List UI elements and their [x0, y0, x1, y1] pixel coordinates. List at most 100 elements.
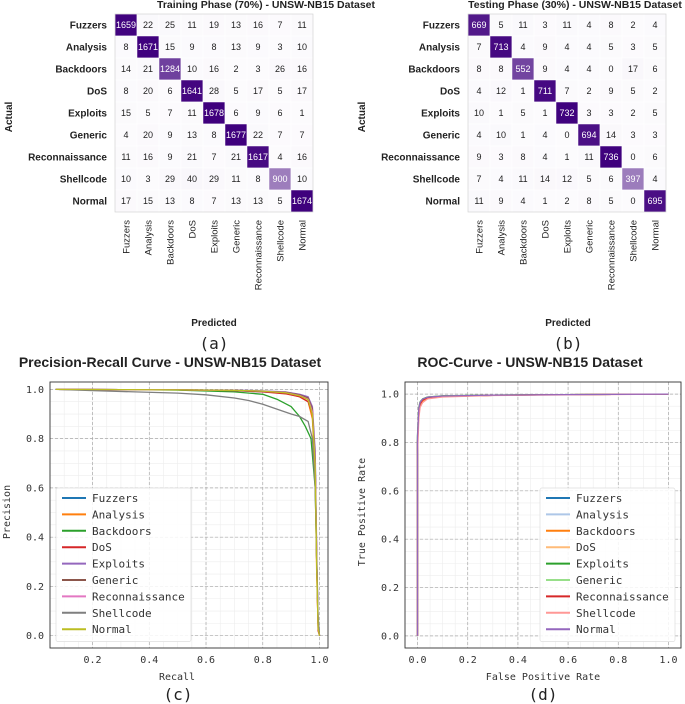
cm-cell-value: 3 [652, 130, 657, 140]
x-tick-label: 0.0 [409, 655, 427, 666]
cm-cell-value: 15 [165, 42, 175, 52]
cm-cell-value: 5 [608, 42, 613, 52]
cm-row-label: Analysis [419, 43, 461, 54]
cm-cell-value: 10 [297, 174, 307, 184]
cm-cell-value: 6 [277, 108, 282, 118]
cm-cell-value: 1 [564, 152, 569, 162]
cm-cell-value: 7 [564, 86, 569, 96]
cm-cell-value: 4 [476, 86, 481, 96]
legend-box [539, 487, 676, 642]
cm-cell-value: 4 [520, 42, 525, 52]
plot-frame [404, 381, 682, 649]
cm-cell-value: 5 [277, 196, 282, 206]
cm-cell-value: 16 [209, 64, 219, 74]
cm-cell-value: 11 [121, 152, 130, 162]
cm-col-label: Reconnaissance [254, 220, 265, 290]
y-tick-label: 1.0 [381, 390, 399, 401]
legend-label: Analysis [92, 508, 145, 521]
cm-cell-value: 1677 [226, 130, 246, 140]
cm-cell-value: 10 [121, 174, 131, 184]
cm-cell-value: 9 [608, 86, 613, 96]
cm-cell-value: 3 [542, 20, 547, 30]
cm-cell-value: 16 [143, 152, 153, 162]
cm-cell-value: 14 [540, 174, 550, 184]
cm-train-xlabel: Predicted [191, 318, 237, 329]
roc-chart: ROC-Curve - UNSW-NB15 Dataset True Posit… [357, 354, 682, 683]
cm-cell-value: 1 [520, 86, 525, 96]
cm-col-label: Backdoors [166, 220, 177, 265]
y-tick-label: 0.2 [26, 582, 44, 593]
cm-cell-value: 3 [608, 108, 613, 118]
cm-cell-value: 29 [165, 174, 175, 184]
cm-cell-value: 1 [520, 130, 525, 140]
cm-cell-value: 1 [542, 196, 547, 206]
cm-cell-value: 7 [167, 108, 172, 118]
cm-cell-value: 21 [187, 152, 197, 162]
cm-cell-value: 7 [211, 196, 216, 206]
roc-title: ROC-Curve - UNSW-NB15 Dataset [417, 354, 643, 370]
cm-cell-value: 6 [652, 64, 657, 74]
cm-cell-value: 5 [498, 20, 503, 30]
cm-row-label: Backdoors [408, 65, 460, 76]
cm-cell-value: 12 [496, 86, 506, 96]
cm-cell-value: 8 [189, 196, 194, 206]
cm-col-label: Reconnaissance [607, 220, 618, 290]
cm-cell-value: 552 [515, 64, 530, 74]
cm-row-label: Exploits [68, 109, 107, 120]
cm-cell-value: 7 [211, 152, 216, 162]
cm-cell-value: 5 [630, 86, 635, 96]
cm-cell-value: 15 [121, 108, 131, 118]
x-tick-label: 0.8 [609, 655, 627, 666]
cm-col-label: Normal [651, 220, 662, 251]
cm-cell-value: 8 [498, 64, 503, 74]
series-line [55, 388, 321, 636]
cm-cell-value: 1659 [116, 20, 136, 30]
cm-cell-value: 6 [608, 174, 613, 184]
cm-cell-value: 1678 [204, 108, 224, 118]
cm-cell-value: 3 [630, 130, 635, 140]
cm-cell-value: 5 [586, 174, 591, 184]
cm-cell-value: 21 [231, 152, 241, 162]
cm-col-label: Backdoors [519, 220, 530, 265]
cm-cell-value: 4 [277, 152, 282, 162]
pr-ylabel: Precision [2, 485, 13, 539]
cm-cell-value: 8 [211, 130, 216, 140]
x-tick-label: 0.4 [509, 655, 527, 666]
cm-cell-value: 11 [518, 20, 527, 30]
cm-col-label: Analysis [144, 220, 155, 256]
cm-cell-value: 17 [628, 64, 638, 74]
legend-label: Exploits [92, 558, 145, 571]
cm-cell-value: 4 [586, 42, 591, 52]
cm-cell-value: 9 [255, 42, 260, 52]
confusion-matrix-training: Training Phase (70%) - UNSW-NB15 Dataset… [4, 0, 376, 329]
cm-cell-value: 8 [520, 152, 525, 162]
cm-cell-value: 9 [255, 108, 260, 118]
cm-test-title: Testing Phase (30%) - UNSW-NB15 Dataset [468, 0, 682, 11]
cm-cell-value: 694 [581, 130, 596, 140]
cm-cell-value: 19 [209, 20, 219, 30]
cm-cell-value: 0 [630, 196, 635, 206]
y-tick-label: 0.8 [26, 434, 44, 445]
cm-cell-value: 2 [564, 196, 569, 206]
legend-label: Backdoors [92, 525, 152, 538]
legend-label: Generic [576, 574, 622, 587]
cm-cell-value: 17 [253, 86, 263, 96]
legend-box [55, 487, 192, 642]
cm-cell-value: 10 [187, 64, 197, 74]
legend-label: Generic [92, 574, 138, 587]
cm-cell-value: 17 [121, 196, 131, 206]
cm-col-label: DoS [188, 220, 199, 238]
cm-cell-value: 13 [231, 196, 241, 206]
cm-cell-value: 4 [586, 64, 591, 74]
cm-col-label: Generic [585, 220, 596, 254]
cm-col-label: Fuzzers [475, 220, 486, 254]
cm-cell-value: 4 [652, 174, 657, 184]
cm-cell-value: 1 [299, 108, 304, 118]
legend-label: Fuzzers [92, 492, 138, 505]
cm-cell-value: 3 [498, 152, 503, 162]
legend-label: Shellcode [576, 607, 636, 620]
y-tick-label: 1.0 [26, 385, 44, 396]
panel-label-c: (c) [164, 685, 193, 704]
cm-cell-value: 14 [606, 130, 616, 140]
